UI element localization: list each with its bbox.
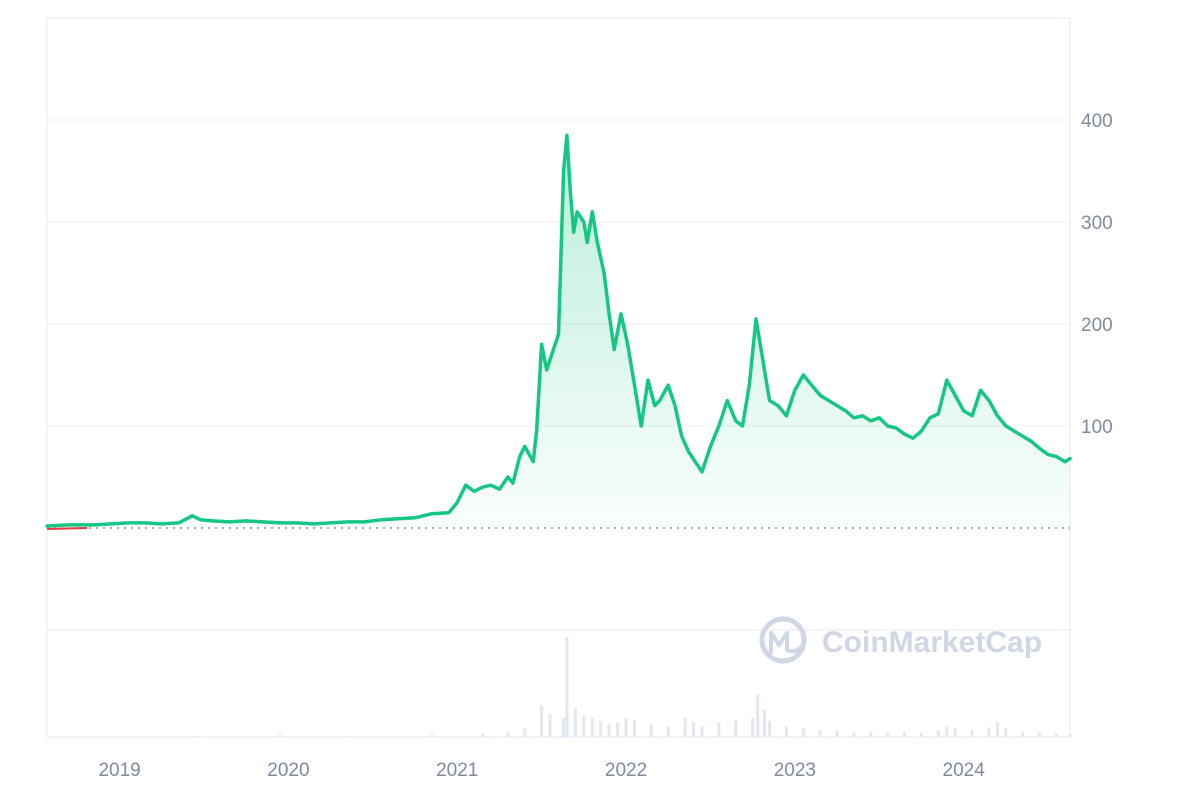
volume-bar [616,722,620,737]
volume-bar [548,713,552,737]
volume-bar [194,735,198,737]
volume-bar [540,705,544,737]
volume-bar [717,722,721,737]
volume-bar [852,731,856,737]
volume-bar [562,718,566,737]
volume-bar [953,728,957,737]
volume-bar [1004,728,1008,737]
volume-bar [506,731,510,737]
coinmarketcap-logo-icon [759,616,807,664]
volume-bar [734,720,738,737]
volume-bar [1068,733,1072,737]
volume-bar [818,729,822,737]
volume-bar [582,715,586,737]
volume-bar [1054,733,1058,737]
y-tick-label: 200 [1081,315,1113,336]
volume-bar [666,726,670,737]
x-tick-label: 2022 [605,760,647,781]
volume-bar [649,724,653,737]
volume-bar [995,722,999,737]
volume-bar [751,718,755,737]
volume-bar [762,709,766,737]
coinmarketcap-watermark: CoinMarketCap [759,616,1042,664]
volume-bar [1038,732,1042,737]
volume-bar [692,722,696,737]
volume-bar [756,694,760,737]
volume-bar [835,730,839,737]
volume-bar [1021,731,1025,737]
volume-bar [936,730,940,737]
volume-bar [903,731,907,737]
volume-bar [801,728,805,737]
volume-bar [683,718,687,737]
volume-bar [700,726,704,737]
volume-bar [573,707,577,737]
x-tick-label: 2021 [436,760,478,781]
volume-bar [481,733,485,737]
volume-bar [970,729,974,737]
price-line [45,133,1072,528]
volume-bar [886,732,890,737]
x-tick-label: 2023 [774,760,816,781]
volume-bar [607,724,611,737]
watermark-text: CoinMarketCap [822,626,1042,659]
x-tick-label: 2024 [943,760,986,781]
volume-bar [590,718,594,737]
volume-bar [784,726,788,737]
volume-bar [565,637,569,737]
volume-bar [624,718,628,737]
volume-bar [632,720,636,737]
volume-bar [345,735,349,737]
y-tick-label: 100 [1081,417,1113,438]
y-tick-label: 300 [1081,213,1113,234]
volume-bar [768,721,772,737]
volume-bar [919,732,923,737]
y-tick-label: 400 [1081,111,1113,132]
volume-bar [430,734,434,737]
volume-bar [869,731,873,737]
volume-bar [945,726,949,737]
volume-bar [523,728,527,737]
x-tick-label: 2019 [98,760,140,781]
volume-bar [599,721,603,737]
x-tick-label: 2020 [267,760,309,781]
price-area-fill [47,135,1070,529]
volume-bar [987,727,991,737]
volume-bar [278,734,282,737]
price-line-negative-segment [46,527,88,530]
